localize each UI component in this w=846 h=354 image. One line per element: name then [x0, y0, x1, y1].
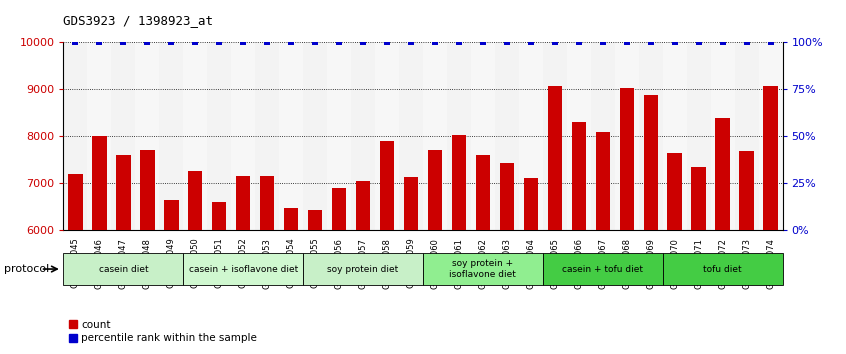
- Bar: [351, 42, 375, 230]
- Bar: [619, 88, 634, 354]
- Bar: [759, 42, 783, 230]
- Bar: [356, 181, 371, 354]
- Bar: [184, 253, 303, 285]
- Text: casein + isoflavone diet: casein + isoflavone diet: [189, 264, 298, 274]
- Bar: [662, 253, 783, 285]
- Legend: count, percentile rank within the sample: count, percentile rank within the sample: [69, 320, 257, 343]
- Bar: [471, 42, 495, 230]
- Bar: [475, 155, 490, 354]
- Bar: [572, 122, 586, 354]
- Bar: [662, 42, 687, 230]
- Bar: [380, 141, 394, 354]
- Bar: [260, 176, 274, 354]
- Bar: [667, 153, 682, 354]
- Text: soy protein +
isoflavone diet: soy protein + isoflavone diet: [449, 259, 516, 279]
- Bar: [69, 174, 83, 354]
- Bar: [303, 42, 327, 230]
- Text: protocol: protocol: [4, 264, 49, 274]
- Text: GDS3923 / 1398923_at: GDS3923 / 1398923_at: [63, 14, 213, 27]
- Bar: [428, 150, 442, 354]
- Bar: [567, 42, 591, 230]
- Bar: [519, 42, 543, 230]
- Bar: [615, 42, 639, 230]
- Bar: [447, 42, 471, 230]
- Bar: [543, 253, 662, 285]
- Bar: [255, 42, 279, 230]
- Bar: [543, 42, 567, 230]
- Bar: [495, 42, 519, 230]
- Bar: [591, 42, 615, 230]
- Bar: [303, 253, 423, 285]
- Bar: [112, 42, 135, 230]
- Bar: [87, 42, 112, 230]
- Bar: [140, 150, 155, 354]
- Bar: [639, 42, 662, 230]
- Text: tofu diet: tofu diet: [703, 264, 742, 274]
- Bar: [135, 42, 159, 230]
- Bar: [212, 202, 227, 354]
- Bar: [92, 136, 107, 354]
- Bar: [399, 42, 423, 230]
- Bar: [687, 42, 711, 230]
- Bar: [596, 132, 610, 354]
- Bar: [375, 42, 399, 230]
- Bar: [691, 167, 706, 354]
- Bar: [207, 42, 231, 230]
- Bar: [236, 176, 250, 354]
- Bar: [63, 253, 184, 285]
- Bar: [423, 42, 447, 230]
- Bar: [711, 42, 734, 230]
- Text: casein + tofu diet: casein + tofu diet: [563, 264, 643, 274]
- Bar: [284, 208, 299, 354]
- Bar: [763, 86, 777, 354]
- Bar: [716, 119, 730, 354]
- Bar: [739, 151, 754, 354]
- Bar: [231, 42, 255, 230]
- Text: soy protein diet: soy protein diet: [327, 264, 398, 274]
- Bar: [63, 42, 87, 230]
- Bar: [332, 188, 346, 354]
- Bar: [547, 86, 562, 354]
- Bar: [188, 171, 202, 354]
- Bar: [423, 253, 543, 285]
- Bar: [644, 96, 658, 354]
- Bar: [308, 210, 322, 354]
- Text: casein diet: casein diet: [99, 264, 148, 274]
- Bar: [116, 155, 130, 354]
- Bar: [279, 42, 303, 230]
- Bar: [184, 42, 207, 230]
- Bar: [404, 177, 418, 354]
- Bar: [164, 200, 179, 354]
- Bar: [524, 178, 538, 354]
- Bar: [159, 42, 184, 230]
- Bar: [500, 163, 514, 354]
- Bar: [327, 42, 351, 230]
- Bar: [734, 42, 759, 230]
- Bar: [452, 135, 466, 354]
